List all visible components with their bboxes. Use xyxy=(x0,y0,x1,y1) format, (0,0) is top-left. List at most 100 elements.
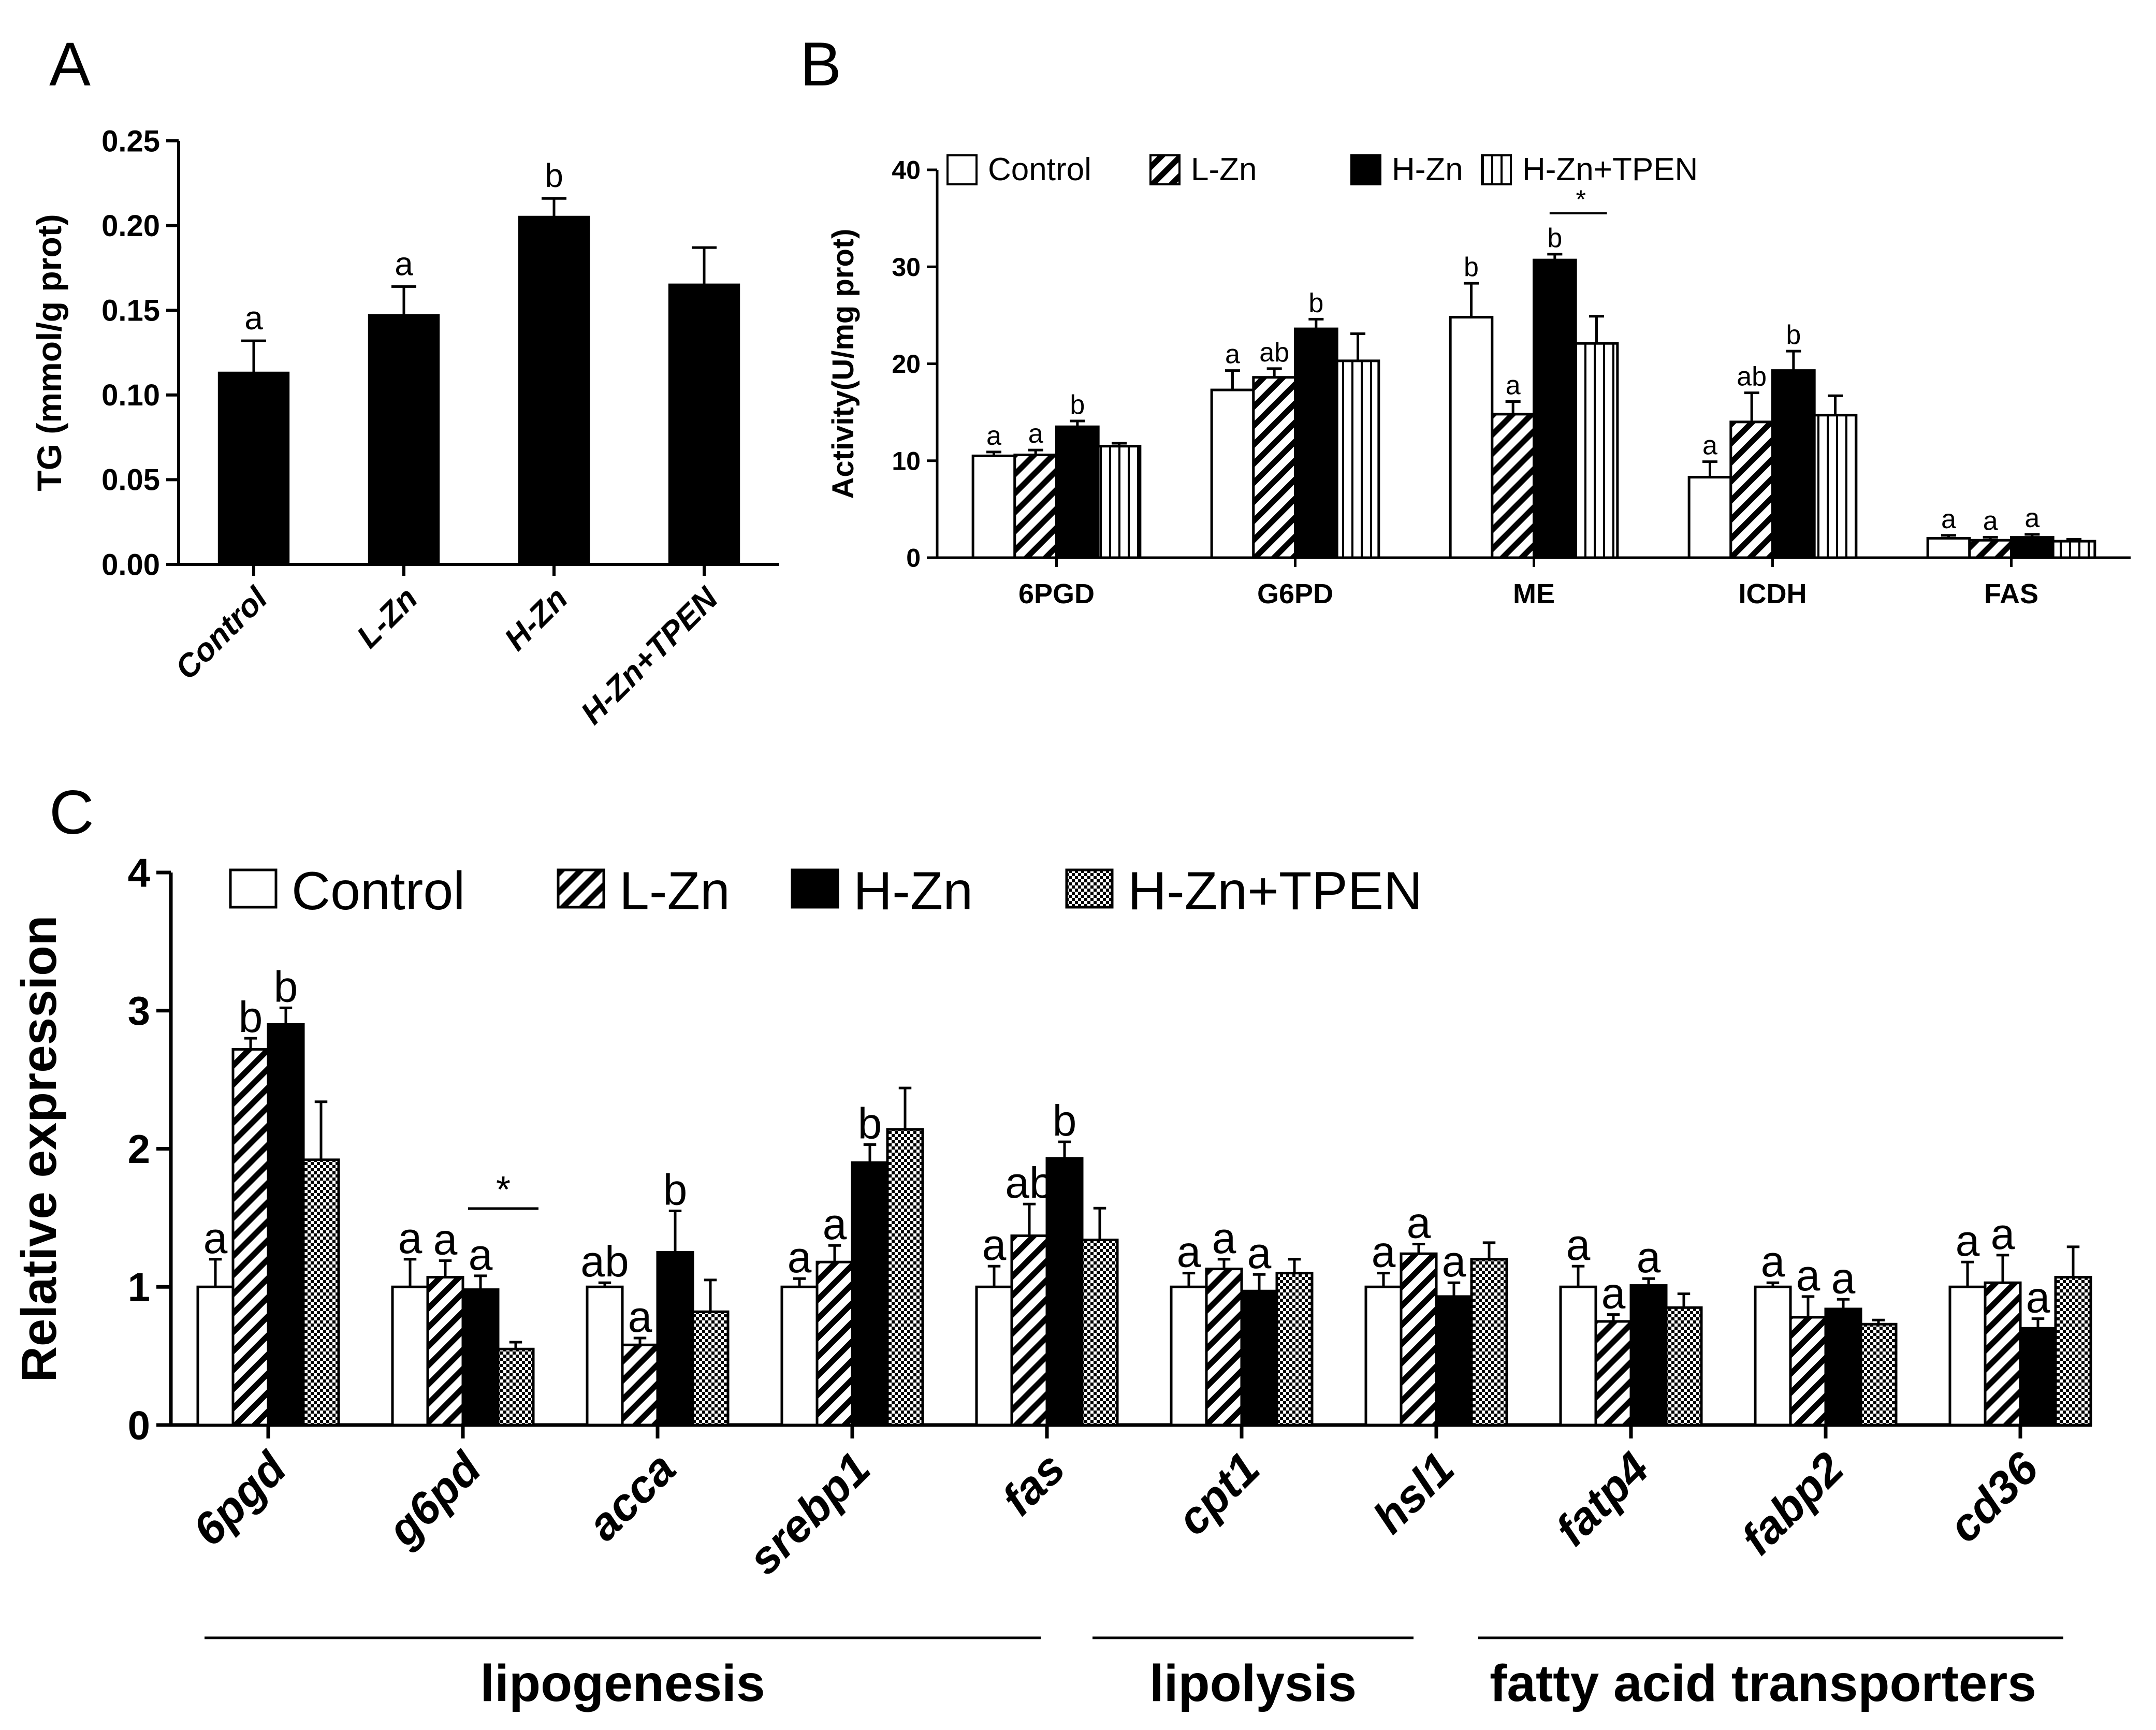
significance-letter: b xyxy=(1786,320,1801,350)
significance-letter: a xyxy=(1956,1216,1980,1265)
significance-letter: a xyxy=(1177,1228,1201,1276)
y-tick-label: 4 xyxy=(128,850,150,895)
bar-hsl1-l-zn xyxy=(1400,1252,1438,1427)
significance-letter: a xyxy=(1796,1251,1820,1300)
y-axis-title: Relative expression xyxy=(11,915,67,1383)
bar-6pgd-h-zn xyxy=(267,1023,305,1427)
significance-letter: ab xyxy=(1259,338,1289,368)
legend-label-h-zn-tpen: H-Zn+TPEN xyxy=(1128,861,1422,921)
bar-cd36-l-zn xyxy=(1984,1281,2022,1427)
bar-cpt1-l-zn xyxy=(1205,1268,1243,1427)
significance-letter: a xyxy=(1637,1233,1661,1282)
significance-letter: a xyxy=(1983,506,1998,536)
bar-6pgd-control xyxy=(196,1285,235,1427)
significance-letter: a xyxy=(1941,504,1956,534)
x-tick-label-srebp1: srebp1 xyxy=(738,1442,880,1584)
bar-cpt1-h-zn-tpen xyxy=(1275,1272,1314,1427)
significance-letter: ab xyxy=(1005,1158,1053,1207)
significance-letter: a xyxy=(1991,1210,2015,1258)
bar-me-h-zn-tpen xyxy=(1574,342,1619,559)
legend-swatch-control xyxy=(946,154,978,185)
significance-letter: a xyxy=(1212,1214,1236,1262)
bar-srebp1-control xyxy=(780,1285,819,1427)
x-tick-label-icdh: ICDH xyxy=(1739,578,1807,609)
bar-srebp1-l-zn xyxy=(815,1260,854,1427)
x-tick-label-6pgd: 6PGD xyxy=(1018,578,1095,609)
significance-letter: a xyxy=(433,1215,458,1264)
significance-letter: b xyxy=(1547,223,1562,253)
bar-fatp4-h-zn xyxy=(1629,1284,1668,1427)
bar-fatp4-h-zn-tpen xyxy=(1665,1306,1703,1427)
y-tick-label: 1 xyxy=(128,1264,150,1310)
bar-6pgd-l-zn xyxy=(1013,454,1058,559)
y-tick-label: 20 xyxy=(892,350,921,379)
y-tick-label: 30 xyxy=(892,253,921,282)
significance-letter: a xyxy=(395,245,413,282)
x-tick-label-hsl1: hsl1 xyxy=(1363,1442,1464,1543)
y-tick-label: 2 xyxy=(128,1126,150,1172)
bar-acca-control xyxy=(586,1285,624,1427)
significance-letter: a xyxy=(1831,1254,1856,1302)
bar-6pgd-h-zn-tpen xyxy=(302,1158,340,1427)
bar-cd36-h-zn-tpen xyxy=(2054,1276,2092,1427)
significance-letter: a xyxy=(1028,419,1043,449)
bar-acca-h-zn-tpen xyxy=(691,1310,730,1427)
bar-g6pd-h-zn xyxy=(461,1288,500,1427)
y-tick-label: 0.20 xyxy=(101,209,160,243)
y-axis-title: Activity(U/mg prot) xyxy=(826,229,860,499)
significance-letter: a xyxy=(1372,1228,1396,1276)
bar-fabp2-l-zn xyxy=(1789,1316,1827,1427)
significance-letter: ab xyxy=(580,1237,629,1286)
y-tick-label: 10 xyxy=(892,446,921,475)
x-tick-label-fatp4: fatp4 xyxy=(1546,1442,1659,1555)
significance-letter: a xyxy=(244,299,263,337)
y-axis-title: TG (mmol/g prot) xyxy=(30,214,68,491)
bar-me-h-zn xyxy=(1533,258,1577,559)
significance-letter: b xyxy=(858,1099,882,1147)
bar-srebp1-h-zn xyxy=(851,1161,889,1427)
bar-h-zn xyxy=(518,215,590,566)
y-tick-label: 0.00 xyxy=(101,548,160,581)
legend-swatch-h-zn xyxy=(791,868,839,909)
significance-letter: a xyxy=(1247,1229,1272,1277)
bar-srebp1-h-zn-tpen xyxy=(886,1128,924,1427)
significance-letter: a xyxy=(1702,431,1717,461)
significance-letter: b xyxy=(1053,1096,1077,1145)
bar-fabp2-control xyxy=(1754,1285,1792,1427)
significance-letter: ab xyxy=(1737,362,1767,392)
bar-6pgd-control xyxy=(971,454,1016,559)
bar-icdh-h-zn-tpen xyxy=(1813,414,1858,559)
x-tick-label-fas: FAS xyxy=(1984,578,2038,609)
panel-label-c: C xyxy=(49,778,94,847)
bar-fas-control xyxy=(1926,537,1971,559)
y-tick-label: 0.10 xyxy=(101,379,160,412)
significance-letter: b xyxy=(239,993,263,1041)
significance-letter: a xyxy=(469,1230,493,1279)
legend-label-h-zn: H-Zn xyxy=(1392,152,1463,187)
significance-letter: a xyxy=(2024,503,2040,533)
legend-swatch-l-zn xyxy=(1149,154,1181,185)
y-tick-label: 0 xyxy=(906,544,921,573)
significance-letter: a xyxy=(628,1292,652,1341)
significance-star: * xyxy=(496,1169,511,1211)
x-tick-label-acca: acca xyxy=(577,1442,685,1550)
significance-letter: b xyxy=(545,157,563,194)
x-tick-label-h-zn: H-Zn xyxy=(498,580,575,658)
significance-letter: a xyxy=(1407,1199,1431,1247)
significance-letter: a xyxy=(1506,371,1521,401)
x-tick-label-me: ME xyxy=(1513,578,1555,609)
bar-icdh-l-zn xyxy=(1729,420,1774,559)
bar-6pgd-h-zn-tpen xyxy=(1097,445,1142,559)
significance-letter: a xyxy=(1601,1269,1626,1318)
bar-fas-l-zn xyxy=(1010,1234,1048,1427)
legend-label-control: Control xyxy=(292,861,465,921)
bar-acca-h-zn xyxy=(656,1251,694,1427)
bar-h-zn-tpen xyxy=(668,283,740,566)
bar-cpt1-control xyxy=(1170,1285,1208,1427)
significance-star: * xyxy=(1576,185,1585,214)
bar-fas-h-zn-tpen xyxy=(1081,1239,1119,1427)
bar-hsl1-control xyxy=(1364,1285,1403,1427)
significance-letter: a xyxy=(1566,1220,1591,1269)
bar-g6pd-l-zn xyxy=(1252,376,1296,559)
